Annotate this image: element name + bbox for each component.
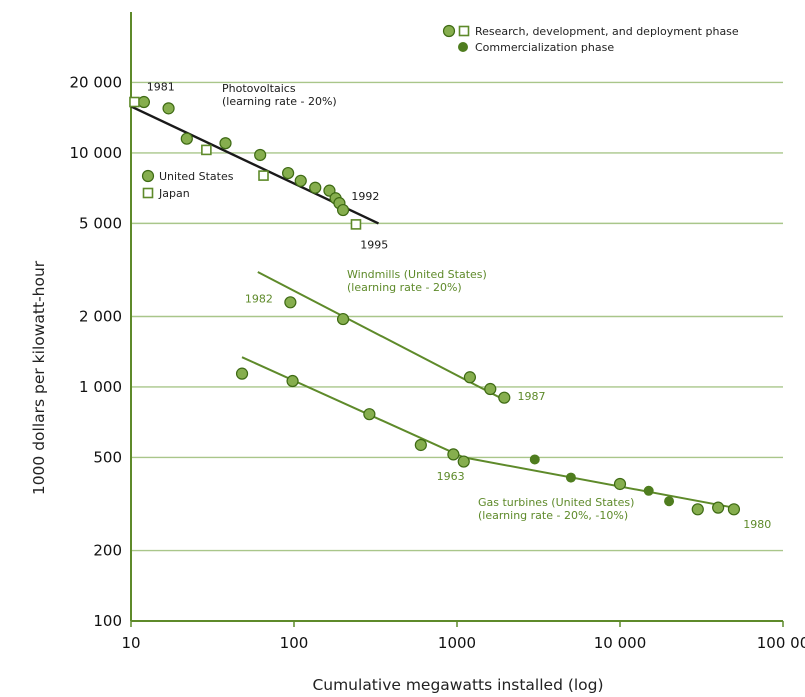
- japan-legend-label: Japan: [158, 187, 190, 200]
- gas-turbine-rdd-point: [712, 501, 725, 514]
- gas-turbine-rdd-point: [447, 448, 460, 461]
- gas-turbine-commercial-point: [664, 496, 675, 507]
- windmill-series-label: (learning rate - 20%): [347, 281, 462, 294]
- gas-turbine-commercial-point: [643, 485, 654, 496]
- year-annotation: 1963: [437, 470, 465, 483]
- windmill-fit-line: [257, 271, 505, 401]
- x-axis-label: Cumulative megawatts installed (log): [312, 676, 603, 694]
- gas-turbine-rdd-point: [363, 408, 376, 421]
- legend: United States Japan Research, development,…: [141, 24, 739, 200]
- rdd-legend-circle: [442, 24, 456, 38]
- x-tick-label: 100: [280, 634, 309, 652]
- year-annotation: 1992: [351, 190, 379, 203]
- pv-series-label: (learning rate - 20%): [222, 95, 337, 108]
- gas-turbine-rdd-point: [613, 477, 627, 491]
- y-tick-label: 2 000: [79, 308, 122, 326]
- gas-turbine-rdd-point: [457, 455, 470, 468]
- year-annotation: 1980: [743, 518, 771, 531]
- commercial-legend-label: Commercialization phase: [475, 41, 614, 54]
- y-axis-label: 1000 dollars per kilowatt-hour: [30, 260, 48, 495]
- pv-us-point: [336, 203, 350, 217]
- y-tick-label: 500: [93, 448, 122, 466]
- y-tick-label: 100: [93, 612, 122, 630]
- year-annotation: 1987: [517, 390, 545, 403]
- pv-japan-point: [258, 170, 269, 181]
- us-legend-marker: [141, 169, 155, 183]
- windmill-point: [498, 391, 511, 404]
- us-legend-label: United States: [159, 170, 234, 183]
- gas-turbine-series-label: (learning rate - 20%, -10%): [478, 509, 628, 522]
- y-tick-label: 200: [93, 542, 122, 560]
- windmill-point: [484, 382, 497, 396]
- annotations: Photovoltaics(learning rate - 20%)Windmi…: [147, 80, 771, 530]
- fit-lines: [130, 105, 735, 509]
- gas-turbine-commercial-point: [529, 454, 540, 465]
- year-annotation: 1995: [360, 239, 388, 252]
- windmill-point: [284, 296, 297, 309]
- gas-turbine-rdd-point: [414, 438, 427, 452]
- windmill-series-label: Windmills (United States): [347, 268, 487, 281]
- pv-us-point: [137, 95, 151, 109]
- tick-labels: 100 200 500 1 000 2 000 5 000 10 000 20 000 10 10…: [70, 73, 805, 652]
- windmill-point: [336, 312, 350, 326]
- pv-us-point: [281, 166, 295, 180]
- pv-japan-point: [129, 96, 140, 108]
- x-tick-label: 10 000: [594, 634, 647, 652]
- y-tick-label: 10 000: [70, 144, 123, 162]
- axes: [130, 12, 784, 627]
- y-tick-label: 1 000: [79, 378, 122, 396]
- y-tick-label: 5 000: [79, 214, 122, 232]
- year-annotation: 1982: [245, 292, 273, 305]
- year-annotation: 1981: [147, 80, 175, 93]
- pv-us-point: [309, 181, 322, 194]
- pv-japan-point: [350, 219, 362, 230]
- pv-us-point: [180, 132, 193, 145]
- commercial-legend-dot: [458, 42, 468, 52]
- pv-us-point: [162, 102, 175, 115]
- data-points: [129, 95, 741, 516]
- y-tick-label: 20 000: [70, 73, 123, 91]
- gas-turbine-fit-line: [241, 356, 735, 509]
- windmill-point: [463, 371, 477, 384]
- pv-us-point: [254, 148, 267, 162]
- gas-turbine-rdd-point: [235, 367, 249, 380]
- gas-turbine-rdd-point: [727, 503, 741, 516]
- x-tick-label: 1000: [438, 634, 476, 652]
- pv-us-point: [219, 137, 232, 150]
- gas-turbine-rdd-point: [286, 374, 299, 388]
- gas-turbine-commercial-point: [565, 472, 576, 483]
- pv-japan-point: [201, 144, 212, 156]
- gridlines: [131, 81, 783, 552]
- x-tick-label: 100 00: [757, 634, 805, 652]
- gas-turbine-rdd-point: [691, 503, 704, 516]
- rdd-legend-label: Research, development, and deployment ph…: [475, 25, 739, 38]
- japan-legend-marker: [142, 187, 154, 199]
- rdd-legend-square: [458, 25, 470, 37]
- x-tick-label: 10: [121, 634, 140, 652]
- gas-turbine-series-label: Gas turbines (United States): [478, 496, 634, 509]
- pv-series-label: Photovoltaics: [222, 82, 296, 95]
- pv-us-point: [294, 174, 307, 187]
